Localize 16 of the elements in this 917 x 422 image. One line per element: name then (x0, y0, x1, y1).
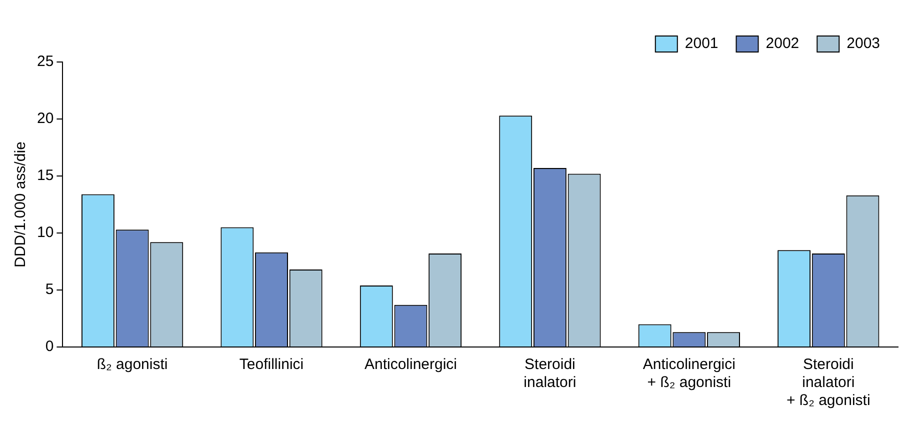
legend-label: 2002 (766, 35, 800, 52)
x-tick-label: Teofillinici (239, 356, 304, 374)
y-tick-label: 0 (45, 338, 54, 356)
x-tick-label: Steroidi inalatori (524, 356, 576, 392)
y-tick-label: 15 (36, 167, 54, 184)
x-tick-label: Steroidi inalatori + ß₂ agonisti (786, 356, 870, 410)
x-tick-label: Anticolinergici (364, 356, 458, 374)
y-tick-label: 5 (45, 281, 54, 298)
y-axis-title: DDD/1.000 ass/die (12, 142, 30, 268)
legend-label: 2003 (846, 35, 880, 52)
x-tick-label: ß₂ agonisti (96, 356, 168, 374)
x-tick-label: Anticolinergici + ß₂ agonisti (642, 356, 736, 392)
y-tick-label: 20 (36, 110, 54, 128)
y-tick-label: 10 (36, 224, 54, 242)
y-tick-label: 25 (36, 53, 54, 70)
legend-label: 2001 (684, 35, 718, 52)
